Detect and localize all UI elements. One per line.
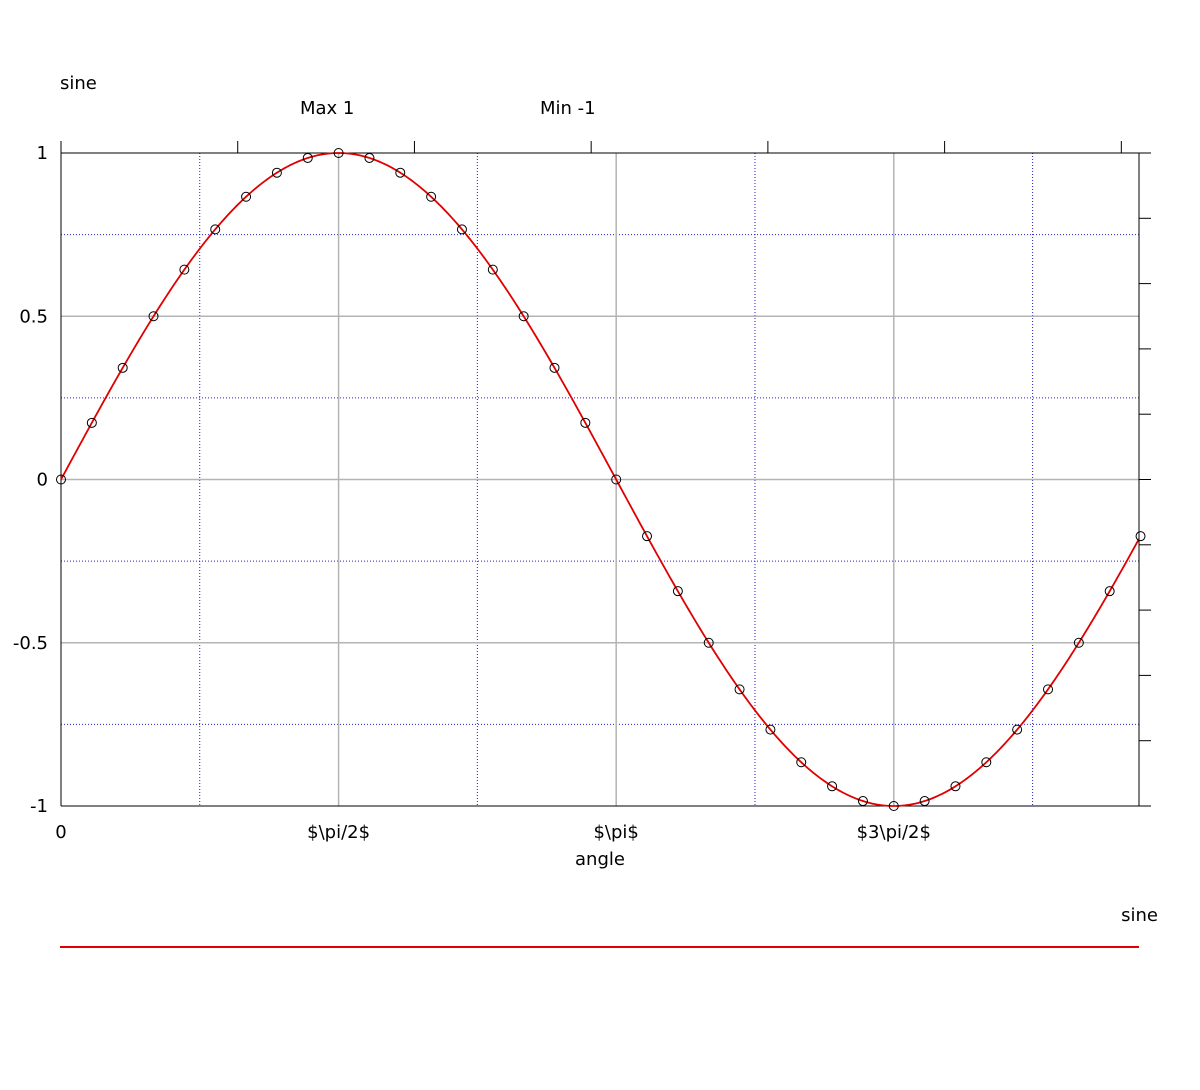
- y-tick-label: -1: [30, 796, 48, 817]
- data-point: [56, 474, 66, 485]
- data-point: [302, 152, 313, 163]
- series-markers-group: [56, 148, 1146, 811]
- data-point: [518, 311, 529, 322]
- y-axis-label: sine: [60, 73, 97, 94]
- data-point: [364, 152, 375, 163]
- data-point: [642, 531, 653, 542]
- tick-labels: -1 -0.5 0 0.5 1 0 $\pi/2$ $\pi$ $3\pi/2$: [13, 143, 931, 843]
- data-point: [456, 224, 467, 235]
- data-point: [703, 637, 714, 648]
- x-tick-label: 0: [55, 822, 66, 843]
- data-point: [148, 311, 159, 322]
- data-point: [86, 417, 97, 428]
- axes: [60, 141, 1151, 807]
- data-point: [1135, 531, 1146, 542]
- data-point: [888, 801, 899, 811]
- y-tick-label: -0.5: [13, 633, 48, 654]
- data-point: [487, 264, 498, 275]
- data-point: [210, 224, 221, 235]
- y-tick-label: 1: [37, 143, 48, 164]
- annotation-min: Min -1: [540, 98, 596, 119]
- axis-ticks: [237, 141, 1151, 807]
- data-point: [981, 757, 992, 768]
- data-point: [734, 684, 745, 695]
- y-tick-label: 0.5: [19, 306, 48, 327]
- minor-grid: [61, 153, 1139, 806]
- data-point: [1104, 586, 1115, 597]
- data-point: [857, 796, 868, 807]
- data-point: [580, 417, 591, 428]
- data-point: [919, 796, 930, 807]
- data-point: [1043, 684, 1054, 695]
- data-point: [426, 191, 437, 202]
- data-point: [179, 264, 190, 275]
- data-point: [117, 362, 128, 373]
- data-point: [672, 586, 683, 597]
- data-point: [333, 148, 344, 158]
- data-point: [271, 167, 282, 178]
- data-point: [395, 167, 406, 178]
- x-axis-label: angle: [575, 849, 625, 870]
- y-tick-label: 0: [37, 470, 48, 491]
- data-point: [827, 781, 838, 792]
- data-point: [1012, 724, 1023, 735]
- x-tick-label: $\pi/2$: [307, 822, 370, 843]
- data-point: [950, 781, 961, 792]
- data-point: [765, 724, 776, 735]
- data-point: [611, 474, 622, 485]
- data-point: [241, 191, 252, 202]
- legend-label: sine: [1121, 905, 1158, 926]
- data-point: [1073, 637, 1084, 648]
- data-point: [796, 757, 807, 768]
- data-point: [549, 362, 560, 373]
- x-tick-label: $3\pi/2$: [857, 822, 931, 843]
- major-grid: [61, 153, 1139, 806]
- annotation-max: Max 1: [300, 98, 354, 119]
- x-tick-label: $\pi$: [593, 822, 638, 843]
